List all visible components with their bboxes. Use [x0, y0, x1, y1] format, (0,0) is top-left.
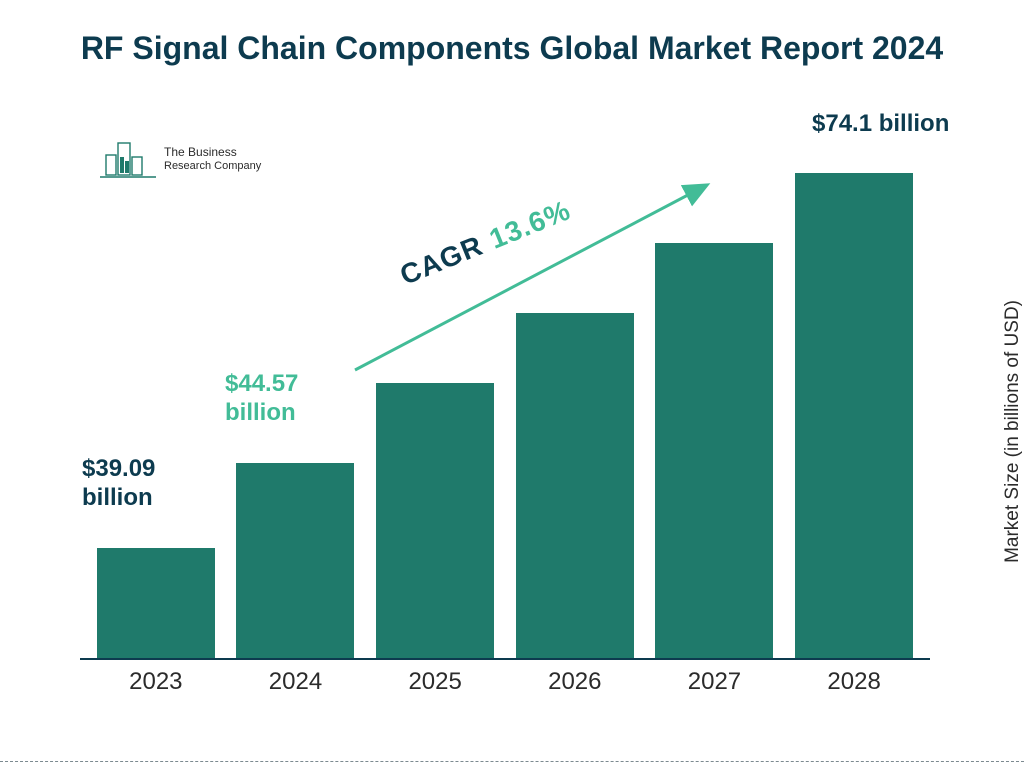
- bar: [236, 463, 354, 658]
- value-label-2024: $44.57 billion: [225, 370, 298, 428]
- value-label-2023: $39.09 billion: [82, 455, 155, 513]
- bar-2025: [376, 383, 494, 658]
- bar-2026: [516, 313, 634, 658]
- value-label-2028: $74.1 billion: [812, 110, 949, 139]
- bar-2028: [795, 173, 913, 658]
- footer-divider: [0, 761, 1024, 762]
- x-label: 2024: [236, 668, 354, 696]
- bar: [655, 243, 773, 658]
- y-axis-label: Market Size (in billions of USD): [1002, 300, 1024, 563]
- chart-title: RF Signal Chain Components Global Market…: [0, 0, 1024, 68]
- bar: [97, 548, 215, 658]
- bar-group: [80, 138, 930, 658]
- x-label: 2027: [655, 668, 773, 696]
- bar-2027: [655, 243, 773, 658]
- value-line2: billion: [82, 484, 155, 513]
- bar: [516, 313, 634, 658]
- bar-2023: [97, 548, 215, 658]
- value-line1: $39.09: [82, 455, 155, 484]
- x-label: 2025: [376, 668, 494, 696]
- bar-2024: [236, 463, 354, 658]
- bar: [795, 173, 913, 658]
- bar: [376, 383, 494, 658]
- x-axis-labels: 2023 2024 2025 2026 2027 2028: [80, 668, 930, 696]
- value-line1: $44.57: [225, 370, 298, 399]
- x-label: 2023: [97, 668, 215, 696]
- value-line2: billion: [225, 399, 298, 428]
- x-label: 2028: [795, 668, 913, 696]
- x-label: 2026: [516, 668, 634, 696]
